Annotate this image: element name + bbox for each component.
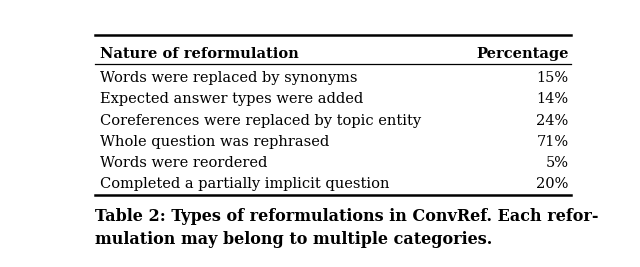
Text: Words were replaced by synonyms: Words were replaced by synonyms	[100, 71, 357, 85]
Text: Coreferences were replaced by topic entity: Coreferences were replaced by topic enti…	[100, 114, 421, 128]
Text: mulation may belong to multiple categories.: mulation may belong to multiple categori…	[95, 231, 492, 249]
Text: Whole question was rephrased: Whole question was rephrased	[100, 135, 329, 149]
Text: 24%: 24%	[536, 114, 568, 128]
Text: Nature of reformulation: Nature of reformulation	[100, 47, 299, 61]
Text: 14%: 14%	[536, 92, 568, 107]
Text: 71%: 71%	[536, 135, 568, 149]
Text: Completed a partially implicit question: Completed a partially implicit question	[100, 177, 389, 191]
Text: 20%: 20%	[536, 177, 568, 191]
Text: Percentage: Percentage	[476, 47, 568, 61]
Text: Expected answer types were added: Expected answer types were added	[100, 92, 363, 107]
Text: Table 2: Types of reformulations in ConvRef. Each refor-: Table 2: Types of reformulations in Conv…	[95, 208, 598, 225]
Text: 15%: 15%	[536, 71, 568, 85]
Text: Words were reordered: Words were reordered	[100, 156, 268, 170]
Text: 5%: 5%	[545, 156, 568, 170]
